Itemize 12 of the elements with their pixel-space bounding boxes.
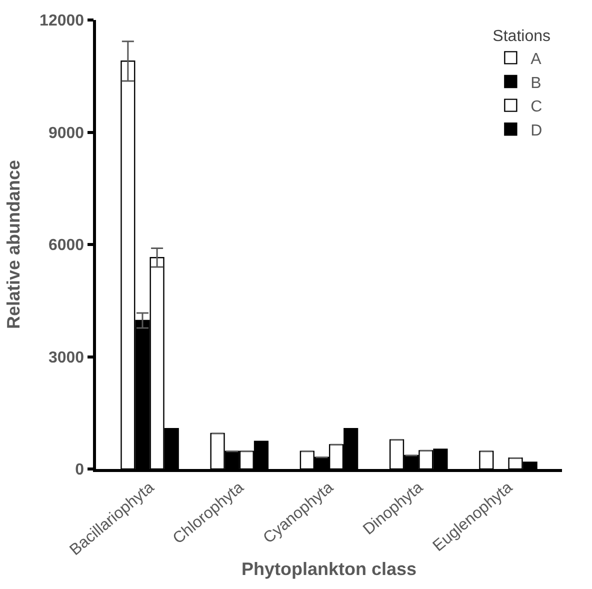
legend-label: A [530,50,542,68]
legend-title: Stations [492,28,550,45]
y-tick-label: 9000 [48,124,84,142]
y-tick-label: 12000 [40,12,84,30]
y-axis-title: Relative abundance [4,160,24,330]
y-tick-label: 3000 [48,349,84,366]
y-tick-label: 6000 [48,237,84,254]
legend-label: B [530,74,542,92]
legend-label: C [530,98,542,116]
legend-label: D [530,122,542,140]
y-tick-label: 0 [75,462,84,479]
x-axis-title: Phytoplankton class [241,559,417,580]
